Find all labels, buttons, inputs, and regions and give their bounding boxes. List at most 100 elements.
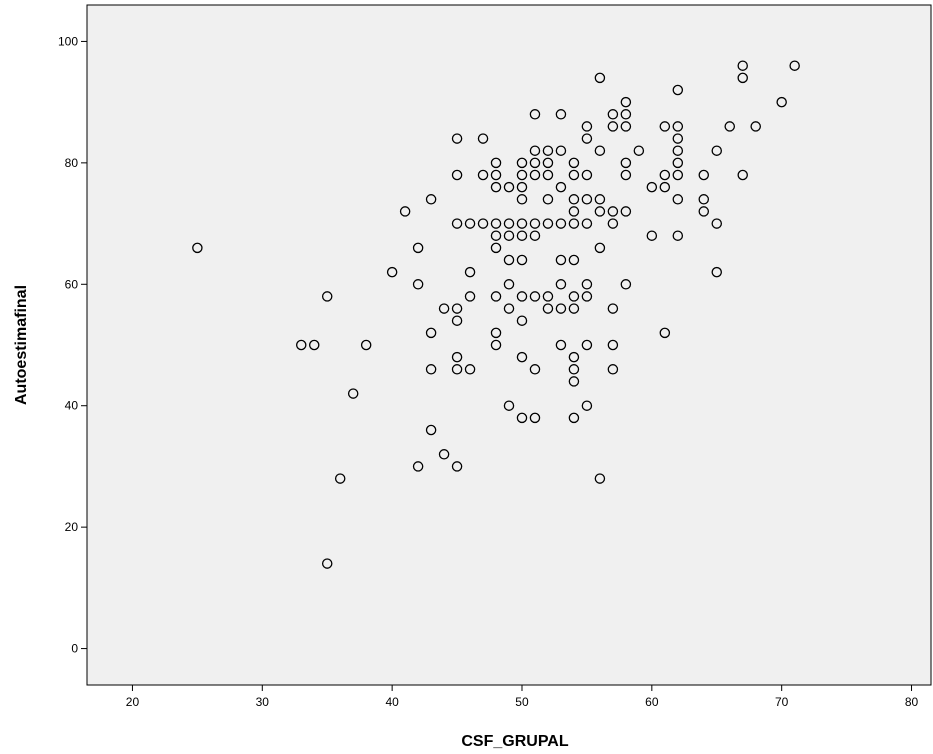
x-tick-label: 20: [126, 695, 140, 709]
x-tick-label: 30: [256, 695, 270, 709]
data-point: [477, 218, 489, 229]
data-point: [776, 96, 787, 108]
data-point: [490, 218, 502, 229]
data-point: [620, 109, 632, 120]
y-tick-label: 20: [65, 520, 79, 534]
data-points: [192, 60, 800, 569]
data-point: [659, 327, 671, 339]
data-point: [529, 169, 541, 181]
data-point: [607, 303, 619, 314]
data-point: [516, 169, 528, 181]
data-point: [477, 169, 489, 181]
data-point: [490, 181, 502, 193]
data-point: [698, 169, 710, 181]
data-point: [724, 121, 735, 132]
data-point: [529, 291, 541, 302]
data-point: [503, 279, 515, 290]
data-point: [568, 291, 580, 302]
data-point: [490, 157, 502, 169]
data-point: [477, 133, 489, 144]
data-point: [503, 181, 515, 193]
y-tick-label: 100: [58, 34, 78, 48]
data-point: [555, 109, 567, 120]
plot-area: [86, 4, 932, 686]
data-point: [542, 169, 554, 181]
data-point: [581, 121, 593, 132]
x-tick-label: 50: [515, 695, 529, 709]
data-point: [581, 169, 593, 181]
data-point: [607, 109, 619, 120]
data-point: [542, 157, 554, 169]
data-point: [633, 145, 645, 156]
data-point: [568, 218, 580, 229]
data-point: [334, 473, 346, 484]
data-point: [555, 339, 567, 351]
data-point: [581, 400, 593, 411]
data-point: [607, 121, 619, 132]
data-point: [555, 279, 567, 290]
y-tick-label: 60: [65, 277, 79, 291]
data-point: [464, 291, 476, 302]
data-point: [581, 291, 593, 302]
data-point: [672, 133, 684, 144]
data-point: [425, 424, 437, 436]
data-point: [581, 218, 593, 229]
data-point: [607, 206, 619, 217]
data-point: [672, 230, 684, 241]
x-axis-title: CSF_GRUPAL: [461, 733, 568, 750]
data-point: [646, 230, 658, 241]
data-point: [503, 254, 515, 266]
data-point: [412, 242, 424, 254]
data-point: [503, 218, 515, 229]
data-point: [568, 412, 580, 424]
data-point: [607, 364, 619, 375]
data-point: [672, 84, 684, 96]
data-point: [308, 339, 320, 351]
data-point: [516, 157, 528, 169]
data-point: [464, 364, 476, 375]
data-point: [568, 254, 580, 266]
data-point: [490, 327, 502, 339]
data-point: [568, 364, 580, 375]
data-point: [711, 218, 723, 229]
data-point: [568, 303, 580, 314]
data-point: [360, 339, 372, 351]
data-point: [620, 96, 632, 108]
data-point: [425, 194, 437, 205]
data-point: [529, 109, 541, 120]
data-point: [503, 303, 515, 314]
data-point: [659, 169, 671, 181]
data-point: [438, 303, 450, 314]
data-point: [516, 351, 528, 363]
data-point: [711, 266, 723, 278]
data-point: [555, 218, 567, 229]
data-point: [594, 72, 606, 84]
data-point: [542, 291, 554, 302]
data-point: [672, 121, 684, 132]
data-point: [490, 230, 502, 241]
data-point: [620, 279, 632, 290]
data-point: [490, 339, 502, 351]
data-point: [451, 218, 463, 229]
data-point: [529, 364, 541, 375]
data-point: [581, 194, 593, 205]
data-point: [192, 242, 203, 254]
data-point: [516, 181, 528, 193]
data-point: [451, 169, 463, 181]
data-point: [555, 145, 567, 156]
y-tick-label: 0: [71, 642, 78, 656]
data-point: [646, 181, 658, 193]
data-point: [789, 60, 800, 71]
data-point: [607, 339, 619, 351]
data-point: [438, 449, 450, 460]
x-tick-label: 80: [905, 695, 919, 709]
data-point: [412, 461, 424, 472]
data-point: [529, 145, 541, 156]
data-point: [555, 303, 567, 314]
data-point: [568, 206, 580, 217]
data-point: [568, 157, 580, 169]
y-tick-label: 40: [65, 399, 79, 413]
data-point: [672, 157, 684, 169]
data-point: [451, 461, 463, 472]
